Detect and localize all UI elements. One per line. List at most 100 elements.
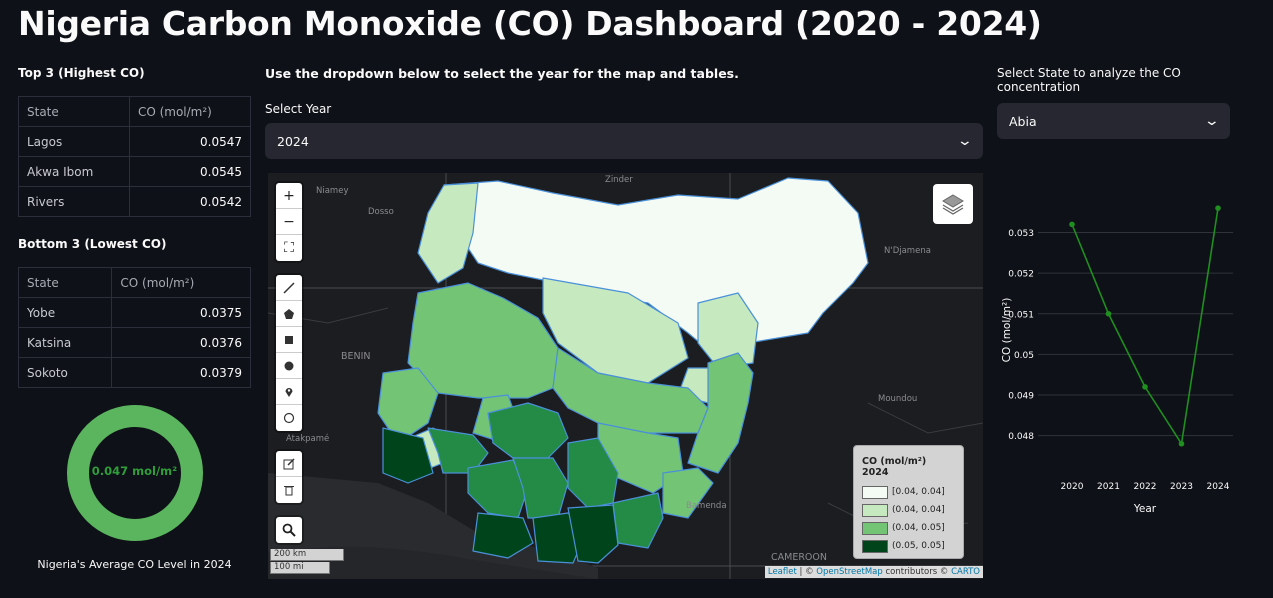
x-tick-label: 2023 [1170,482,1193,492]
place-label-zinder: Zinder [605,175,633,185]
circlemarker-icon [283,412,295,424]
x-tick-label: 2022 [1134,482,1157,492]
top3-table: State CO (mol/m²) Lagos 0.0547 Akwa Ibom 0… [18,96,252,217]
edit-icon [283,457,295,469]
y-tick-label: 0.051 [1008,310,1034,320]
legend-label: [0.04, 0.04] [892,487,945,497]
zoom-out-button[interactable]: − [276,209,302,235]
fullscreen-button[interactable]: ⛶ [284,240,294,256]
draw-circlemarker-button[interactable] [276,405,302,431]
y-tick-label: 0.052 [1008,270,1034,280]
layers-control[interactable] [933,184,973,224]
average-caption: Nigeria's Average CO Level in 2024 [37,558,232,571]
place-label-ndjamena: N'Djamena [884,246,931,256]
co-cell: 0.0547 [128,126,252,157]
polyline-icon [283,281,295,294]
rectangle-icon [285,335,293,344]
zoom-in-button[interactable]: + [276,183,302,209]
y-tick-label: 0.049 [1008,392,1034,402]
legend-title: CO (mol/m²) 2024 [862,456,927,478]
polygon-icon [284,308,294,319]
legend-label: (0.04, 0.05] [892,523,945,533]
co-cell: 0.0379 [111,357,251,388]
circle-icon [284,361,294,370]
top3-heading: Top 3 (Highest CO) [18,66,145,80]
legend-swatch [862,485,888,499]
state-panel: Select State to analyze the CO concentra… [997,62,1230,139]
delete-layers-button[interactable] [276,477,302,503]
search-button[interactable] [276,517,302,543]
legend-item: [0.04, 0.04] [862,483,955,501]
chevron-down-icon: ⌄ [956,133,974,149]
map-attribution: Leaflet | © OpenStreetMap contributors ©… [764,566,983,578]
col-co-header[interactable]: CO (mol/m²) [111,267,251,298]
map-legend: CO (mol/m²) 2024 [0.04, 0.04] (0.04, 0.0… [853,445,964,559]
trash-icon [284,486,294,496]
place-label-atakpame: Atakpamé [286,433,329,444]
year-select-label: Select Year [265,102,332,116]
edit-toolbar [276,451,302,503]
data-point [1142,384,1148,390]
table-row: Sokoto 0.0379 [17,357,251,388]
state-select-value: Abia [1009,113,1037,129]
state-cell: Rivers [18,186,130,217]
x-tick-label: 2024 [1207,482,1230,492]
marker-icon [285,387,293,397]
legend-label: (0.05, 0.05] [892,541,945,551]
place-label-niamey: Niamey [316,186,348,196]
place-label-dosso: Dosso [368,207,394,217]
draw-toolbar [276,275,302,431]
search-control [276,517,302,543]
state-select[interactable]: Abia ⌄ [997,103,1230,139]
leaflet-link[interactable]: Leaflet [767,567,797,577]
col-state-header[interactable]: State [17,267,113,298]
state-cell: Yobe [17,297,113,328]
bottom3-heading: Bottom 3 (Lowest CO) [18,237,167,251]
edit-layers-button[interactable] [276,451,302,477]
state-cell: Katsina [17,327,113,358]
place-label-bamenda: Bamenda [686,501,727,511]
x-axis-label: Year [1133,503,1157,515]
place-label-cameroon: CAMEROON [771,552,827,563]
average-co-donut: 0.047 mol/m² Nigeria's Average CO Level … [18,400,251,580]
draw-marker-button[interactable] [276,379,302,405]
draw-polygon-button[interactable] [276,301,302,327]
legend-item: (0.04, 0.04] [862,501,955,519]
zoom-control: + − ⛶ [276,183,302,261]
page-title: Nigeria Carbon Monoxide (CO) Dashboard (… [18,4,1042,43]
col-state-header[interactable]: State [18,96,130,127]
table-header-row: State CO (mol/m²) [17,267,251,298]
table-row: Akwa Ibom 0.0545 [18,156,252,187]
draw-polyline-button[interactable] [276,275,302,301]
x-tick-label: 2021 [1097,482,1120,492]
data-point [1178,440,1185,447]
table-row: Rivers 0.0542 [18,186,252,217]
chart-svg: 0.048 0.049 0.05 0.051 0.052 0.053 2020 2021 202… [1001,205,1233,515]
bottom3-table: State CO (mol/m²) Yobe 0.0375 Katsina 0.03… [17,267,251,388]
y-tick-label: 0.05 [1014,351,1034,361]
col-co-header[interactable]: CO (mol/m²) [128,96,252,127]
y-tick-label: 0.048 [1008,432,1034,442]
co-cell: 0.0542 [128,186,252,217]
co-trend-chart: 0.048 0.049 0.05 0.051 0.052 0.053 2020 2021 202… [993,190,1238,520]
data-point [1105,310,1112,317]
carto-link[interactable]: CARTO [951,567,980,577]
search-icon [282,523,296,537]
y-axis-label: CO (mol/m²) [1001,298,1013,363]
table-row: Yobe 0.0375 [17,297,251,328]
co-cell: 0.0376 [111,327,251,358]
data-point [1215,205,1221,211]
average-value: 0.047 mol/m² [91,464,178,478]
chevron-down-icon: ⌄ [1203,113,1221,129]
co-cell: 0.0375 [111,297,251,328]
y-tick-label: 0.053 [1008,229,1034,239]
scale-mi: 100 mi [270,562,330,574]
legend-item: (0.05, 0.05] [862,537,955,555]
osm-link[interactable]: OpenStreetMap [816,567,883,577]
draw-circle-button[interactable] [276,353,302,379]
year-select[interactable]: 2024 ⌄ [265,123,983,159]
left-panel: Top 3 (Highest CO) State CO (mol/m²) Lag… [17,62,252,388]
table-header-row: State CO (mol/m²) [18,96,252,127]
scale-km: 200 km [270,549,344,561]
draw-rectangle-button[interactable] [276,327,302,353]
